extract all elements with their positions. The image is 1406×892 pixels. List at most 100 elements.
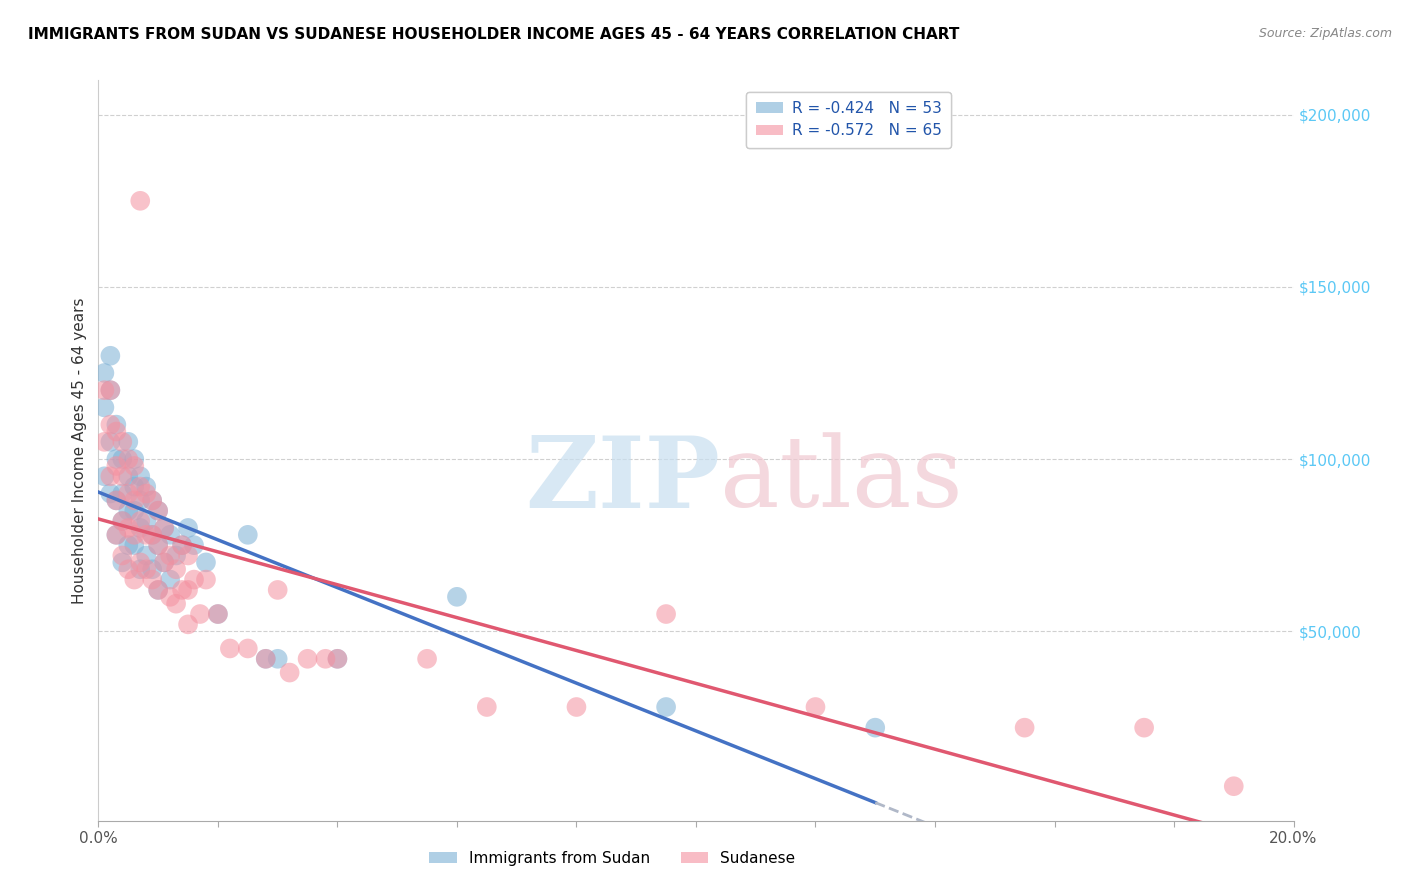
Point [254,652,277,666]
Point [117,538,139,552]
Point [326,652,349,666]
Point [117,486,139,500]
Point [177,521,200,535]
Point [865,721,887,735]
Point [98,383,122,397]
Point [183,573,205,587]
Point [172,582,194,597]
Point [326,652,349,666]
Point [475,700,498,714]
Point [117,504,139,518]
Point [254,652,277,666]
Point [135,514,157,528]
Point [124,458,146,473]
Point [105,425,128,439]
Point [98,383,122,397]
Point [98,434,122,449]
Point [117,452,139,467]
Point [148,538,170,552]
Point [117,562,139,576]
Point [105,417,128,432]
Point [111,514,134,528]
Point [195,573,218,587]
Point [129,469,152,483]
Point [124,452,146,467]
Point [565,700,588,714]
Point [111,434,134,449]
Point [159,528,181,542]
Point [165,562,187,576]
Point [219,641,242,656]
Point [148,582,170,597]
Point [93,401,115,415]
Point [148,538,170,552]
Point [124,573,146,587]
Point [135,562,157,576]
Point [111,486,134,500]
Point [148,504,170,518]
Text: Source: ZipAtlas.com: Source: ZipAtlas.com [1258,27,1392,40]
Point [124,480,146,494]
Point [416,652,439,666]
Point [159,549,181,563]
Point [124,538,146,552]
Point [148,504,170,518]
Text: ZIP: ZIP [524,432,720,529]
Point [135,480,157,494]
Point [105,493,128,508]
Y-axis label: Householder Income Ages 45 - 64 years: Householder Income Ages 45 - 64 years [72,297,87,604]
Point [153,555,176,569]
Point [278,665,301,680]
Point [195,555,218,569]
Point [148,582,170,597]
Point [141,493,163,508]
Point [804,700,827,714]
Point [236,641,259,656]
Point [129,493,152,508]
Point [188,607,211,621]
Point [124,493,146,508]
Point [315,652,337,666]
Point [141,528,163,542]
Point [117,434,139,449]
Point [111,469,134,483]
Point [1223,779,1246,793]
Point [159,590,181,604]
Point [105,452,128,467]
Point [98,349,122,363]
Point [129,521,152,535]
Point [93,469,115,483]
Point [129,555,152,569]
Point [141,528,163,542]
Point [111,549,134,563]
Point [446,590,468,604]
Point [98,417,122,432]
Point [135,549,157,563]
Point [172,538,194,552]
Point [129,194,152,208]
Point [117,521,139,535]
Point [177,617,200,632]
Point [105,458,128,473]
Point [105,528,128,542]
Point [172,538,194,552]
Point [129,480,152,494]
Point [135,528,157,542]
Point [655,700,678,714]
Point [177,582,200,597]
Point [111,555,134,569]
Point [93,383,115,397]
Point [141,573,163,587]
Text: atlas: atlas [720,433,963,528]
Point [153,555,176,569]
Point [153,521,176,535]
Point [177,549,200,563]
Point [183,538,205,552]
Point [105,528,128,542]
Point [267,582,290,597]
Point [159,573,181,587]
Point [98,486,122,500]
Point [124,528,146,542]
Point [1014,721,1036,735]
Point [93,434,115,449]
